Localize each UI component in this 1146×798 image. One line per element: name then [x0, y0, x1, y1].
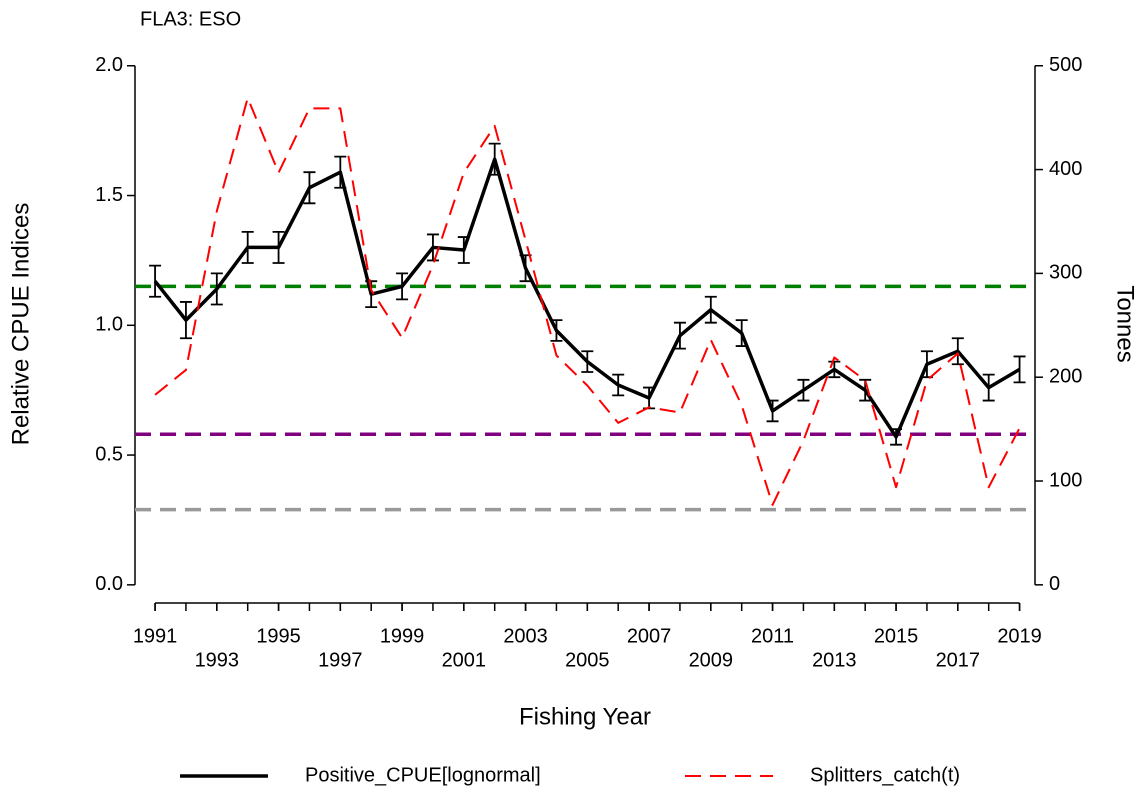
y-tick-label: 0.5 — [95, 443, 123, 465]
y-axis-label: Relative CPUE Indices — [7, 203, 34, 446]
error-bar — [704, 295, 717, 324]
error-bar — [673, 321, 686, 350]
x-tick-label: 1999 — [380, 625, 425, 647]
error-bar — [612, 373, 625, 397]
y2-tick-label: 200 — [1049, 365, 1082, 387]
error-bar — [828, 360, 841, 379]
x-tick-label: 2009 — [689, 649, 734, 671]
error-bar — [179, 301, 192, 340]
x-tick-label: 2019 — [997, 625, 1042, 647]
error-bar — [1013, 355, 1026, 384]
legend-label: Positive_CPUE[lognormal] — [305, 764, 541, 786]
error-bar — [272, 230, 285, 264]
y2-tick-label: 300 — [1049, 262, 1082, 284]
y2-axis-label: Tonnes — [1112, 285, 1139, 362]
series-line — [154, 96, 1021, 506]
x-tick-label: 2013 — [812, 649, 857, 671]
error-bar — [735, 319, 748, 347]
error-bar — [797, 378, 810, 402]
chart-title: FLA3: ESO — [140, 8, 241, 30]
error-bar — [890, 428, 903, 446]
error-bar — [766, 399, 779, 423]
x-tick-label: 2003 — [503, 625, 548, 647]
y-tick-label: 1.5 — [95, 184, 123, 206]
error-bar — [210, 272, 223, 306]
error-bar — [550, 319, 563, 342]
x-tick-label: 2017 — [936, 649, 981, 671]
x-tick-label: 1995 — [256, 625, 301, 647]
error-bar — [982, 373, 995, 402]
y2-tick-label: 500 — [1049, 54, 1082, 76]
x-tick-label: 1991 — [133, 625, 178, 647]
legend-label: Splitters_catch(t) — [810, 764, 960, 786]
y-tick-label: 0.0 — [95, 573, 123, 595]
y2-tick-label: 0 — [1049, 573, 1060, 595]
x-tick-label: 2005 — [565, 649, 610, 671]
x-tick-label: 2015 — [874, 625, 919, 647]
error-bar — [488, 142, 501, 176]
x-tick-label: 1993 — [195, 649, 240, 671]
x-tick-label: 2007 — [627, 625, 672, 647]
error-bar — [303, 171, 316, 205]
y2-tick-label: 100 — [1049, 469, 1082, 491]
error-bar — [457, 236, 470, 264]
error-bar — [241, 230, 254, 264]
y-tick-label: 1.0 — [95, 314, 123, 336]
error-bar — [951, 337, 964, 366]
x-tick-label: 1997 — [318, 649, 363, 671]
x-tick-label: 2011 — [751, 625, 794, 647]
series-line — [153, 157, 1021, 439]
error-bar — [334, 155, 347, 189]
error-bar — [149, 264, 162, 298]
error-bar — [581, 350, 594, 373]
error-bar — [426, 233, 439, 262]
y-tick-label: 2.0 — [95, 54, 123, 76]
x-tick-label: 2001 — [442, 649, 487, 671]
x-axis-label: Fishing Year — [519, 703, 651, 730]
error-bar — [396, 272, 409, 301]
y2-tick-label: 400 — [1049, 158, 1082, 180]
